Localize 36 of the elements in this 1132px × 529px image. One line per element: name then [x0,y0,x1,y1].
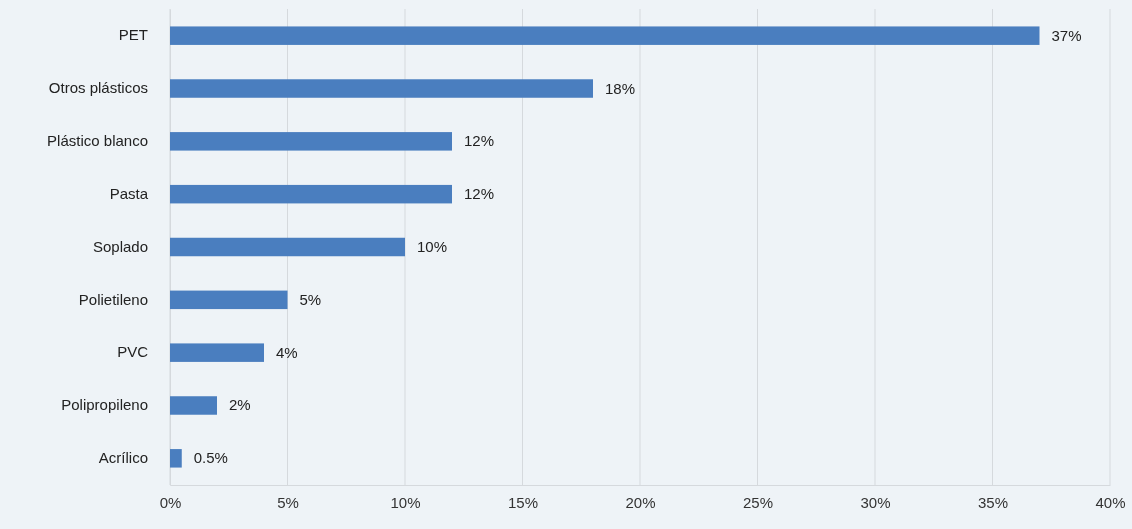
x-tick-label: 40% [1095,493,1126,511]
y-tick-label: Acrílico [98,449,148,467]
x-tick-label: 20% [625,493,656,511]
data-label: 5% [299,290,322,308]
y-tick-label: Pasta [109,184,149,202]
data-label: 0.5% [193,449,228,467]
data-label: 12% [464,185,495,203]
x-tick-label: 5% [277,493,299,511]
bar [170,396,217,415]
data-label: 18% [605,79,636,97]
x-tick-label: 15% [507,493,539,511]
y-tick-label: Otros plásticos [48,79,148,97]
x-tick-label: 0% [159,493,182,511]
x-tick-label: 30% [860,493,891,511]
bar [170,26,1040,45]
bar [170,132,452,151]
y-tick-label: Plástico blanco [47,132,148,150]
y-tick-label: Polietileno [78,290,148,308]
data-label: 10% [417,238,448,255]
data-label: 12% [464,132,495,150]
bar [170,184,452,204]
bar [170,237,405,257]
x-tick-label: 10% [390,493,421,511]
bar [170,290,288,310]
y-tick-label: PVC [117,343,149,361]
data-label: 2% [229,396,251,414]
y-tick-label: Polipropileno [61,396,148,414]
bar [170,79,593,98]
y-tick-label: Soplado [92,237,148,255]
x-tick-label: 25% [742,493,774,511]
y-tick-label: PET [118,26,148,44]
data-label: 37% [1051,26,1082,44]
bar [170,449,182,468]
bar [170,343,264,362]
x-tick-label: 35% [977,493,1009,511]
data-label: 4% [276,343,298,361]
